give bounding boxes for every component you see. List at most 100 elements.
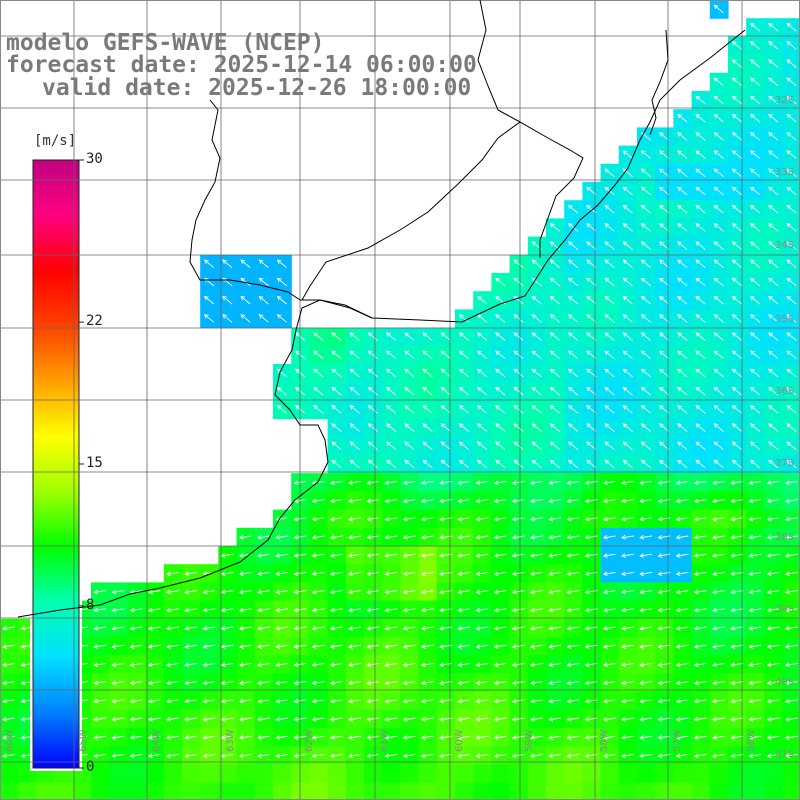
wind-arrow-head (621, 753, 626, 759)
wind-arrow-head (439, 680, 444, 686)
wind-arrow-head (602, 698, 608, 704)
wind-arrow-head (531, 441, 537, 446)
wind-arrow-head (749, 41, 755, 46)
wind-arrow-head (404, 368, 409, 374)
wind-arrow-head (675, 644, 681, 649)
wind-arrow-head (748, 698, 754, 704)
wind-arrow-head (493, 753, 499, 759)
wind-arrow (477, 314, 488, 323)
wind-arrow (458, 626, 471, 630)
wind-arrow (112, 608, 125, 612)
wind-arrow-head (693, 753, 699, 759)
wind-arrow (785, 735, 798, 739)
wind-arrow-head (513, 259, 519, 264)
wind-arrow-head (349, 350, 355, 355)
wind-arrow (441, 387, 451, 396)
wind-arrow (714, 387, 724, 396)
wind-arrow (330, 644, 343, 648)
wind-arrow (257, 735, 270, 739)
wind-arrow-head (457, 626, 463, 631)
wind-arrow (458, 553, 471, 557)
wind-arrow (603, 535, 616, 539)
wind-arrow-head (548, 680, 554, 686)
wind-arrow-head (675, 680, 681, 686)
wind-arrow-head (348, 662, 353, 668)
wind-arrow-head (240, 314, 246, 319)
wind-arrow-head (439, 516, 444, 522)
wind-arrow (768, 186, 779, 196)
wind-arrow (640, 681, 653, 684)
wind-arrow (441, 368, 451, 378)
wind-arrow (441, 332, 451, 341)
wind-arrow-head (658, 241, 664, 246)
wind-arrow-head (768, 405, 773, 410)
wind-arrow (312, 717, 325, 721)
wind-arrow-head (675, 698, 681, 704)
wind-arrow (786, 423, 797, 432)
wind-arrow-head (658, 332, 664, 337)
wind-arrow-head (530, 753, 535, 759)
wind-arrow (495, 387, 506, 396)
wind-arrow (786, 296, 797, 305)
wind-arrow (749, 499, 762, 502)
wind-arrow-head (20, 626, 26, 631)
wind-arrow-head (275, 753, 281, 759)
wind-arrow-head (511, 589, 517, 595)
wind-arrow (677, 459, 688, 469)
wind-arrow-head (786, 386, 792, 392)
wind-arrow-head (567, 241, 573, 246)
wind-arrow (676, 626, 689, 630)
wind-arrow (513, 277, 524, 287)
wind-arrow-head (329, 571, 335, 577)
wind-arrow-head (402, 535, 408, 540)
wind-arrow-head (586, 441, 591, 446)
wind-arrow-head (422, 350, 428, 355)
wind-arrow-head (730, 480, 736, 486)
wind-arrow-head (766, 498, 772, 504)
wind-arrow-head (457, 480, 463, 486)
wind-arrow-head (549, 314, 555, 319)
wind-arrow-head (440, 332, 446, 337)
wind-arrow-head (731, 386, 737, 392)
wind-arrow-head (784, 680, 790, 686)
wind-arrow (712, 480, 725, 484)
wind-arrow-head (147, 662, 153, 668)
wind-arrow-head (584, 516, 590, 522)
wind-arrow (621, 681, 634, 684)
wind-arrow-head (786, 132, 792, 137)
wind-arrow (312, 662, 325, 666)
wind-arrow (695, 332, 706, 341)
wind-arrow (458, 499, 471, 502)
wind-arrow (768, 114, 779, 123)
wind-arrow-head (749, 59, 755, 64)
wind-arrow-head (784, 644, 790, 649)
wind-arrow-head (621, 480, 626, 486)
wind-arrow (348, 571, 361, 575)
wind-arrow-head (384, 735, 390, 740)
wind-arrow (623, 205, 633, 214)
wind-arrow-head (731, 150, 737, 155)
wind-arrow (567, 753, 580, 757)
wind-arrow-head (275, 680, 281, 686)
wind-arrow (568, 259, 579, 269)
wind-arrow-head (458, 314, 464, 319)
wind-arrow (749, 608, 762, 612)
wind-arrow-head (640, 186, 646, 192)
wind-arrow-head (639, 571, 645, 577)
wind-arrow-head (693, 607, 699, 613)
wind-arrow-head (495, 405, 500, 410)
wind-arrow (512, 753, 525, 757)
wind-arrow-head (713, 150, 719, 155)
wind-cell (782, 418, 800, 438)
wind-arrow (785, 699, 798, 703)
wind-arrow (239, 571, 252, 575)
wind-arrow (694, 753, 707, 757)
wind-cell (218, 764, 238, 784)
wind-cell (655, 764, 674, 784)
wind-cell (782, 364, 800, 383)
wind-arrow (185, 608, 198, 612)
wind-arrow (403, 553, 416, 557)
wind-arrow-head (693, 644, 699, 649)
wind-arrow (767, 753, 780, 757)
wind-arrow (786, 77, 797, 87)
